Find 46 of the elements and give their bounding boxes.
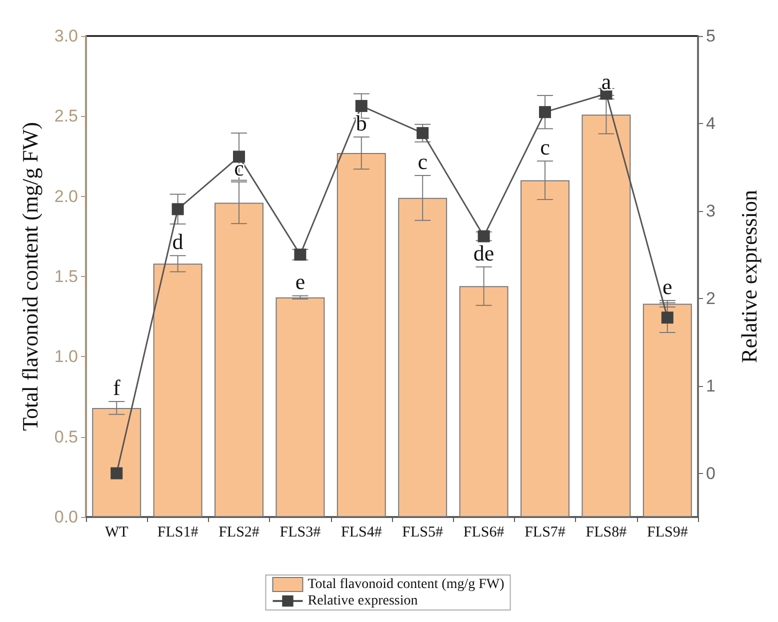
point	[110, 467, 123, 480]
point	[539, 106, 551, 118]
y-tick-label: 1.0	[54, 347, 78, 366]
x-tick-label: FLS7#	[524, 524, 566, 540]
point	[478, 230, 490, 242]
x-tick-label: FLS4#	[340, 524, 382, 540]
annotation: d	[172, 229, 184, 254]
x-tick-label: WT	[104, 524, 128, 540]
y-tick-label: 1.5	[54, 267, 78, 286]
x-tick-label: FLS1#	[157, 524, 199, 540]
y2-tick-label: 2	[706, 288, 716, 308]
annotation: de	[473, 240, 494, 266]
y-tick-label: 0.0	[54, 508, 78, 526]
x-tick-label: FLS5#	[402, 524, 444, 540]
annotation: e	[295, 269, 306, 294]
point	[172, 203, 184, 216]
bar	[276, 297, 325, 517]
y-tick-label: 3.0	[54, 26, 78, 46]
y2-tick-label: 3	[706, 201, 716, 220]
legend-label: Total flavonoid content (mg/g FW)	[308, 577, 505, 592]
annotation: c	[418, 148, 428, 174]
point	[661, 312, 674, 324]
point	[416, 127, 429, 140]
x-tick-label: FLS3#	[280, 524, 322, 540]
y2-axis-title: Relative expression	[736, 190, 762, 363]
x-tick-label: FLS6#	[463, 524, 505, 540]
annotation: a	[601, 68, 612, 94]
x-tick-label: FLS2#	[218, 524, 260, 540]
y-axis-title: Total flavonoid content (mg/g FW)	[18, 122, 42, 431]
y-tick-label: 2.5	[54, 106, 78, 126]
legend-label: Relative expression	[308, 594, 418, 608]
y2-tick-label: 1	[706, 376, 716, 396]
y-tick-label: 2.0	[54, 186, 78, 206]
y2-tick-label: 5	[706, 26, 716, 46]
point	[294, 248, 306, 261]
point	[355, 100, 368, 112]
x-tick-label: FLS9#	[646, 524, 688, 540]
x-tick-label: FLS8#	[586, 524, 628, 540]
y-tick-label: 0.5	[54, 427, 78, 446]
bar	[642, 304, 692, 517]
annotation: c	[540, 134, 550, 160]
y2-tick-label: 0	[706, 464, 716, 483]
y2-tick-label: 4	[706, 114, 716, 133]
annotation: e	[662, 274, 672, 300]
annotation: b	[356, 110, 367, 136]
annotation: f	[112, 375, 121, 400]
